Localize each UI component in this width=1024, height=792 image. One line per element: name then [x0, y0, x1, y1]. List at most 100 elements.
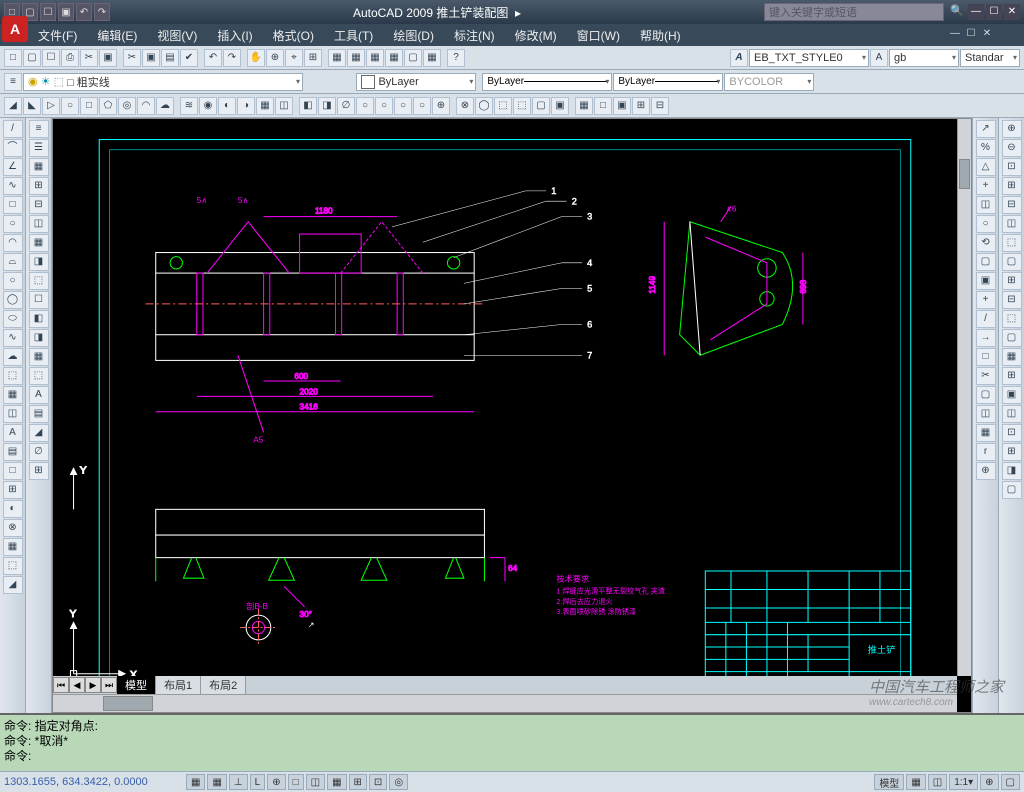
tool-icon[interactable]: ◣: [23, 97, 41, 115]
tool-icon[interactable]: ○: [413, 97, 431, 115]
status-toggle[interactable]: ⊞: [349, 774, 367, 790]
tool-icon[interactable]: ◫: [1002, 405, 1022, 423]
tool-icon[interactable]: ⊞: [1002, 367, 1022, 385]
qat-print-icon[interactable]: ▣: [58, 3, 74, 21]
tool-icon[interactable]: ⬚: [3, 557, 23, 575]
tool-icon[interactable]: ○: [3, 272, 23, 290]
tool-icon[interactable]: ≡: [29, 120, 49, 138]
tool-icon[interactable]: ▦: [29, 348, 49, 366]
tab-layout1[interactable]: 布局1: [156, 676, 201, 694]
tool-icon[interactable]: ▢: [1002, 253, 1022, 271]
search-go-icon[interactable]: 🔍: [950, 4, 966, 20]
zoom-rt-icon[interactable]: ⊕: [266, 49, 284, 67]
save-icon[interactable]: ☐: [42, 49, 60, 67]
font-dropdown[interactable]: gb: [889, 49, 959, 67]
menu-window[interactable]: 窗口(W): [569, 25, 628, 46]
status-toggle[interactable]: ⊕: [267, 774, 285, 790]
tool-icon[interactable]: ⊟: [1002, 196, 1022, 214]
tool-icon[interactable]: ☁: [3, 348, 23, 366]
new-icon[interactable]: □: [4, 49, 22, 67]
tab-last-icon[interactable]: ⏭: [101, 677, 117, 693]
tool-icon[interactable]: ◑: [237, 97, 255, 115]
tool-icon[interactable]: ⊡: [1002, 424, 1022, 442]
font-icon[interactable]: A: [870, 49, 888, 67]
tool-icon[interactable]: ◫: [275, 97, 293, 115]
status-toggle[interactable]: ◫: [306, 774, 325, 790]
close-button[interactable]: ✕: [1004, 4, 1020, 20]
tpalette-icon[interactable]: ▦: [366, 49, 384, 67]
lineweight-dropdown[interactable]: ByLayer▾: [613, 73, 723, 91]
tool-icon[interactable]: ◢: [3, 576, 23, 594]
help-icon[interactable]: ?: [447, 49, 465, 67]
tool-icon[interactable]: ○: [3, 215, 23, 233]
tool-icon[interactable]: △: [976, 158, 996, 176]
undo-icon[interactable]: ↶: [204, 49, 222, 67]
tool-icon[interactable]: ◯: [3, 291, 23, 309]
tool-icon[interactable]: ✂: [976, 367, 996, 385]
tool-icon[interactable]: ◨: [318, 97, 336, 115]
status-toggle[interactable]: ▦: [207, 774, 226, 790]
tool-icon[interactable]: ⊞: [3, 481, 23, 499]
tool-icon[interactable]: ◫: [1002, 215, 1022, 233]
tool-icon[interactable]: ⬭: [3, 310, 23, 328]
tool-icon[interactable]: ◫: [976, 405, 996, 423]
tab-model[interactable]: 模型: [117, 676, 156, 694]
scrollbar-vertical[interactable]: [957, 119, 971, 676]
tool-icon[interactable]: ◯: [475, 97, 493, 115]
zoom-prev-icon[interactable]: ⊞: [304, 49, 322, 67]
tool-icon[interactable]: □: [3, 196, 23, 214]
tool-icon[interactable]: ◐: [3, 500, 23, 518]
tool-icon[interactable]: ∅: [29, 443, 49, 461]
tool-icon[interactable]: ⬚: [513, 97, 531, 115]
tab-next-icon[interactable]: ▶: [85, 677, 101, 693]
tool-icon[interactable]: →: [976, 329, 996, 347]
tool-icon[interactable]: ⬚: [1002, 234, 1022, 252]
tool-icon[interactable]: ◐: [218, 97, 236, 115]
tool-icon[interactable]: ⊕: [1002, 120, 1022, 138]
menu-modify[interactable]: 修改(M): [507, 25, 565, 46]
tool-icon[interactable]: ▤: [3, 443, 23, 461]
tool-icon[interactable]: ▦: [29, 234, 49, 252]
annotation-scale[interactable]: 1:1 ▾: [949, 774, 978, 790]
status-toggle[interactable]: ▦: [327, 774, 346, 790]
menu-draw[interactable]: 绘图(D): [385, 25, 442, 46]
tool-icon[interactable]: %: [976, 139, 996, 157]
tool-icon[interactable]: ⊞: [632, 97, 650, 115]
tool-icon[interactable]: ◠: [3, 234, 23, 252]
textstyle-icon[interactable]: A: [730, 49, 748, 67]
tool-icon[interactable]: ▦: [1002, 348, 1022, 366]
copy-icon[interactable]: ▣: [142, 49, 160, 67]
scrollbar-horizontal[interactable]: [53, 694, 957, 712]
tab-layout2[interactable]: 布局2: [201, 676, 246, 694]
tool-icon[interactable]: ⊗: [456, 97, 474, 115]
qat-save-icon[interactable]: ☐: [40, 3, 56, 21]
tool-icon[interactable]: ≋: [180, 97, 198, 115]
tool-icon[interactable]: ⬚: [3, 367, 23, 385]
tool-icon[interactable]: ○: [61, 97, 79, 115]
tool-icon[interactable]: /: [976, 310, 996, 328]
tool-icon[interactable]: ⊞: [1002, 443, 1022, 461]
tool-icon[interactable]: ○: [976, 215, 996, 233]
tool-icon[interactable]: ∿: [3, 177, 23, 195]
tool-icon[interactable]: ⊟: [1002, 291, 1022, 309]
menu-dimension[interactable]: 标注(N): [446, 25, 503, 46]
tool-icon[interactable]: +: [976, 291, 996, 309]
tab-prev-icon[interactable]: ◀: [69, 677, 85, 693]
tool-icon[interactable]: ○: [356, 97, 374, 115]
tool-icon[interactable]: ∠: [3, 158, 23, 176]
tool-icon[interactable]: ▣: [551, 97, 569, 115]
markup-icon[interactable]: ▢: [404, 49, 422, 67]
tool-icon[interactable]: □: [976, 348, 996, 366]
tool-icon[interactable]: ▦: [3, 386, 23, 404]
tool-icon[interactable]: +: [976, 177, 996, 195]
tool-icon[interactable]: ○: [394, 97, 412, 115]
tool-icon[interactable]: ◢: [4, 97, 22, 115]
qat-undo-icon[interactable]: ↶: [76, 3, 92, 21]
tool-icon[interactable]: ⬚: [29, 367, 49, 385]
menu-edit[interactable]: 编辑(E): [89, 25, 145, 46]
tool-icon[interactable]: ☐: [29, 291, 49, 309]
calc-icon[interactable]: ▦: [423, 49, 441, 67]
tool-icon[interactable]: ⊞: [29, 462, 49, 480]
drawing-area[interactable]: 1180 600 2020 3416 1 2 3 4 5: [52, 118, 972, 713]
tool-icon[interactable]: ⊟: [29, 196, 49, 214]
